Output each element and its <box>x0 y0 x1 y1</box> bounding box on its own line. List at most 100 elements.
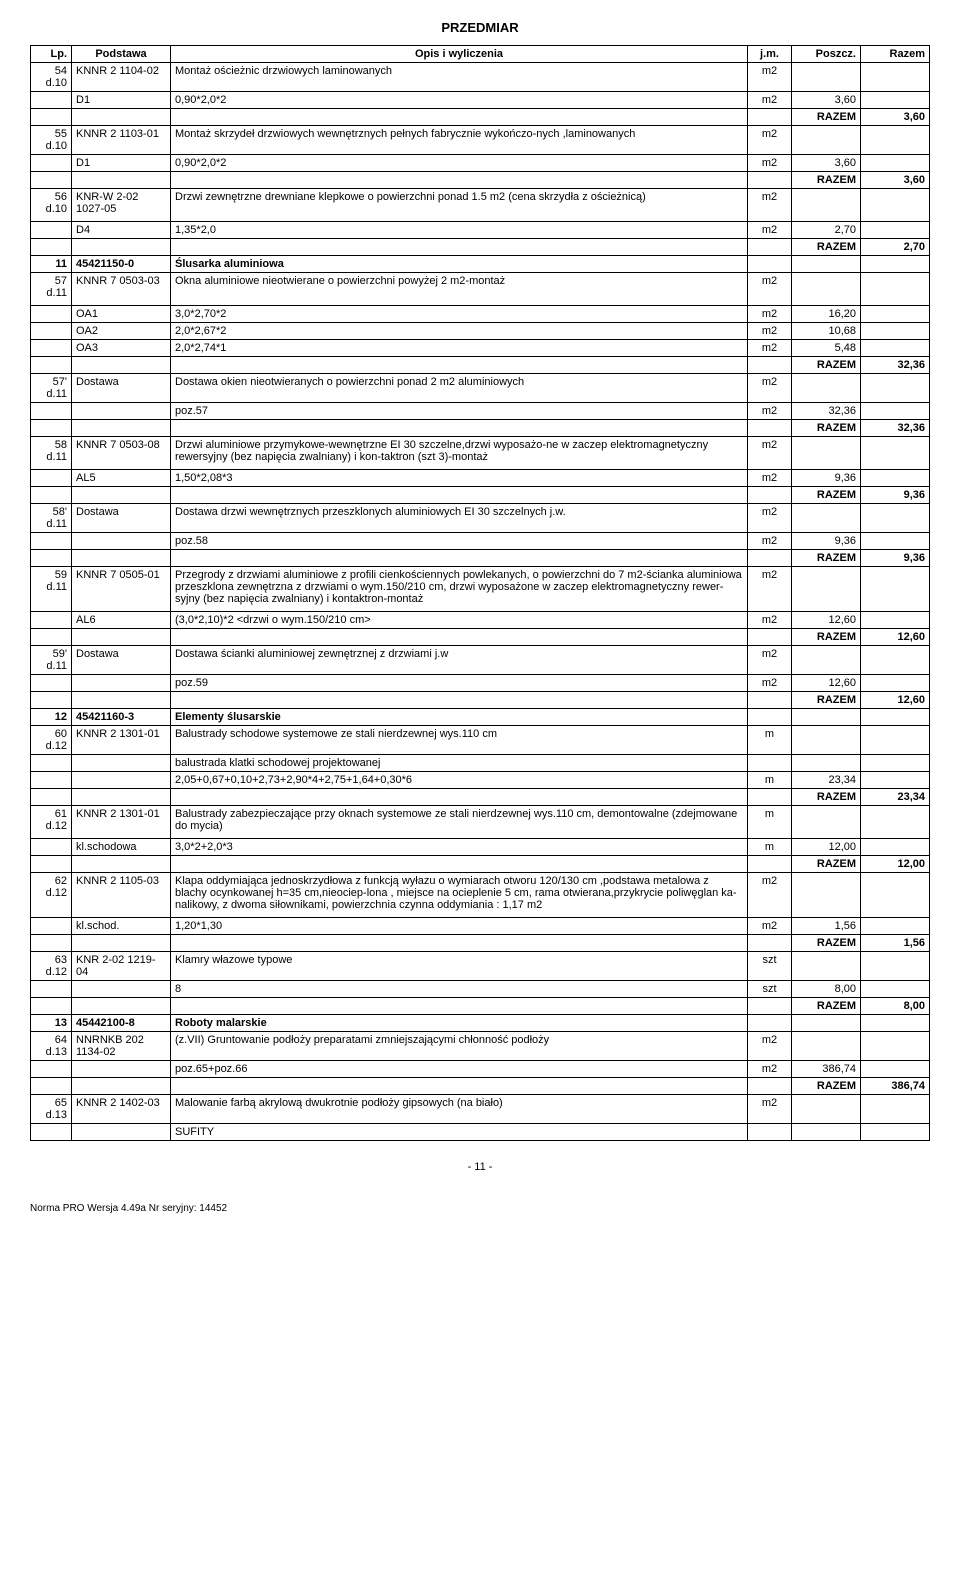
table-cell <box>861 533 930 550</box>
table-cell <box>171 998 748 1015</box>
table-cell: m2 <box>748 323 792 340</box>
table-cell: Drzwi zewnętrzne drewniane klepkowe o po… <box>171 189 748 218</box>
table-cell <box>31 856 72 873</box>
table-row: 58'd.11DostawaDostawa drzwi wewnętrznych… <box>31 504 930 533</box>
table-cell <box>792 1124 861 1141</box>
table-cell <box>31 1124 72 1141</box>
table-cell <box>171 420 748 437</box>
table-row: RAZEM32,36 <box>31 357 930 374</box>
table-cell: m <box>748 839 792 856</box>
table-row: D10,90*2,0*2m23,60 <box>31 155 930 172</box>
table-row: kl.schodowa3,0*2+2,0*3m12,00 <box>31 839 930 856</box>
table-cell <box>171 357 748 374</box>
table-cell: 12,00 <box>861 856 930 873</box>
table-row: 61d.12KNNR 2 1301-01Balustrady zabezpiec… <box>31 806 930 835</box>
table-cell: 23,34 <box>792 772 861 789</box>
table-cell <box>72 550 171 567</box>
table-cell: Elementy ślusarskie <box>171 709 748 726</box>
table-cell: 1,35*2,0 <box>171 222 748 239</box>
table-cell <box>31 675 72 692</box>
table-cell <box>861 256 930 273</box>
table-cell <box>792 755 861 772</box>
table-cell <box>31 1061 72 1078</box>
table-cell <box>861 839 930 856</box>
table-cell <box>31 172 72 189</box>
table-cell <box>792 256 861 273</box>
table-cell <box>861 873 930 914</box>
table-row: poz.59m212,60 <box>31 675 930 692</box>
table-row: 64d.13NNRNKB 202 1134-02(z.VII) Gruntowa… <box>31 1032 930 1061</box>
table-cell <box>171 487 748 504</box>
table-cell: 64d.13 <box>31 1032 72 1061</box>
table-cell: 1,56 <box>792 918 861 935</box>
table-cell: 9,36 <box>792 533 861 550</box>
table-cell: m2 <box>748 1095 792 1124</box>
table-cell: 3,60 <box>861 172 930 189</box>
przedmiar-table: Lp. Podstawa Opis i wyliczenia j.m. Posz… <box>30 45 930 1141</box>
table-cell <box>171 935 748 952</box>
table-cell: 16,20 <box>792 306 861 323</box>
col-podstawa: Podstawa <box>72 46 171 63</box>
table-row: 58d.11KNNR 7 0503-08Drzwi aluminiowe prz… <box>31 437 930 466</box>
table-cell <box>748 935 792 952</box>
table-row: 59d.11KNNR 7 0505-01Przegrody z drzwiami… <box>31 567 930 608</box>
table-cell: 57d.11 <box>31 273 72 302</box>
table-cell <box>861 772 930 789</box>
table-row: 8szt8,00 <box>31 981 930 998</box>
table-cell <box>72 675 171 692</box>
table-cell <box>861 323 930 340</box>
table-cell: m2 <box>748 612 792 629</box>
table-cell: KNR 2-02 1219-04 <box>72 952 171 981</box>
table-cell: KNR-W 2-02 1027-05 <box>72 189 171 218</box>
table-cell <box>748 709 792 726</box>
table-row: 1145421150-0Ślusarka aluminiowa <box>31 256 930 273</box>
table-cell <box>748 420 792 437</box>
table-cell <box>171 789 748 806</box>
table-cell: KNNR 2 1301-01 <box>72 806 171 835</box>
col-lp: Lp. <box>31 46 72 63</box>
table-cell <box>72 239 171 256</box>
table-row: RAZEM9,36 <box>31 487 930 504</box>
table-cell: 61d.12 <box>31 806 72 835</box>
table-cell: m2 <box>748 1061 792 1078</box>
table-cell <box>792 63 861 92</box>
table-cell: m2 <box>748 374 792 403</box>
table-cell: szt <box>748 952 792 981</box>
table-cell <box>31 340 72 357</box>
table-cell: AL6 <box>72 612 171 629</box>
table-cell <box>861 306 930 323</box>
table-cell: RAZEM <box>792 239 861 256</box>
table-cell: Roboty malarskie <box>171 1015 748 1032</box>
table-cell: 12,60 <box>792 612 861 629</box>
table-cell <box>72 692 171 709</box>
table-cell: 8,00 <box>861 998 930 1015</box>
table-cell <box>748 789 792 806</box>
table-cell <box>31 692 72 709</box>
table-cell: D1 <box>72 92 171 109</box>
table-cell: Drzwi aluminiowe przymykowe-wewnętrzne E… <box>171 437 748 466</box>
table-cell: 9,36 <box>792 470 861 487</box>
table-cell <box>748 998 792 1015</box>
table-cell <box>748 1015 792 1032</box>
col-poszcz: Poszcz. <box>792 46 861 63</box>
table-cell: 9,36 <box>861 550 930 567</box>
table-cell: D4 <box>72 222 171 239</box>
table-row: 1345442100-8Roboty malarskie <box>31 1015 930 1032</box>
table-cell <box>31 239 72 256</box>
table-cell: poz.65+poz.66 <box>171 1061 748 1078</box>
table-cell <box>861 92 930 109</box>
table-cell <box>861 470 930 487</box>
table-cell: 62d.12 <box>31 873 72 914</box>
table-cell <box>748 629 792 646</box>
table-cell: m2 <box>748 155 792 172</box>
table-cell <box>861 1061 930 1078</box>
table-cell: 12,60 <box>861 629 930 646</box>
table-cell <box>861 709 930 726</box>
table-cell <box>72 487 171 504</box>
table-cell <box>31 306 72 323</box>
table-cell: 5,48 <box>792 340 861 357</box>
table-cell <box>31 918 72 935</box>
page-title: PRZEDMIAR <box>30 20 930 35</box>
table-cell <box>861 504 930 533</box>
table-row: OA13,0*2,70*2m216,20 <box>31 306 930 323</box>
